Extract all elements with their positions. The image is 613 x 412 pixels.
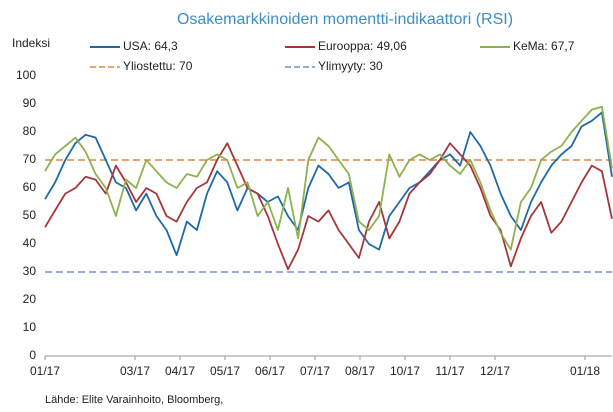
chart-title: Osakemarkkinoiden momentti-indikaattori … xyxy=(177,11,513,28)
legend-label: Yliostettu: 70 xyxy=(123,59,193,73)
y-tick-label: 50 xyxy=(23,208,37,222)
x-tick-label: 01/17 xyxy=(30,364,60,378)
x-tick-label: 07/17 xyxy=(300,364,330,378)
x-tick-label: 12/17 xyxy=(480,364,510,378)
y-tick-label: 80 xyxy=(23,124,37,138)
legend-label: Ylimyyty: 30 xyxy=(318,59,383,73)
y-axis-label: Indeksi xyxy=(12,36,50,50)
series-line xyxy=(44,111,613,257)
x-tick-label: 04/17 xyxy=(165,364,195,378)
legend-label: USA: 64,3 xyxy=(123,39,178,53)
x-tick-label: 05/17 xyxy=(210,364,240,378)
y-tick-label: 30 xyxy=(23,264,37,278)
x-tick-label: 03/17 xyxy=(120,364,150,378)
x-tick-label: 06/17 xyxy=(255,364,285,378)
y-tick-label: 70 xyxy=(23,152,37,166)
source: Lähde: Elite Varainhoito, Bloomberg, xyxy=(45,394,223,406)
series-line xyxy=(44,105,613,251)
y-tick-label: 60 xyxy=(23,180,37,194)
series-line xyxy=(44,142,613,271)
x-tick-label: 10/17 xyxy=(390,364,420,378)
y-tick-label: 90 xyxy=(23,96,37,110)
x-tick-label: 01/18 xyxy=(570,364,600,378)
x-tick-label: 08/17 xyxy=(345,364,375,378)
x-tick-label: 11/17 xyxy=(435,364,464,378)
y-tick-label: 100 xyxy=(16,68,36,82)
y-tick-label: 10 xyxy=(23,320,37,334)
y-tick-label: 40 xyxy=(23,236,37,250)
y-tick-label: 20 xyxy=(23,292,37,306)
y-tick-label: 0 xyxy=(29,348,36,362)
legend-label: Eurooppa: 49,06 xyxy=(318,39,407,53)
legend-label: KeMa: 67,7 xyxy=(513,39,575,53)
